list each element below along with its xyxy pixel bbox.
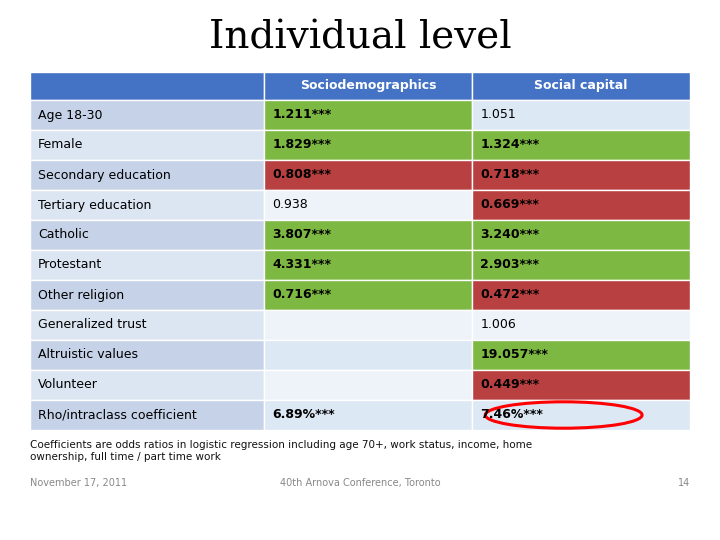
Bar [472,340,690,370]
Text: Other religion: Other religion [38,288,124,301]
Bar [264,220,472,250]
Text: Catholic: Catholic [38,228,89,241]
Bar [472,400,690,430]
Text: 0.669***: 0.669*** [480,199,539,212]
Bar [472,72,690,100]
Text: Social capital: Social capital [534,79,628,92]
Text: 19.057***: 19.057*** [480,348,548,361]
Text: 7.46%***: 7.46%*** [480,408,543,422]
Bar [30,310,264,340]
Text: Individual level: Individual level [209,19,511,57]
Bar [264,100,472,130]
Text: Female: Female [38,138,84,152]
Text: 2.903***: 2.903*** [480,259,539,272]
Bar [472,220,690,250]
Bar [472,310,690,340]
Bar [472,250,690,280]
Bar [30,190,264,220]
Text: Coefficients are odds ratios in logistic regression including age 70+, work stat: Coefficients are odds ratios in logistic… [30,440,532,462]
Bar [30,100,264,130]
Text: Tertiary education: Tertiary education [38,199,151,212]
Bar [30,250,264,280]
Bar [472,130,690,160]
Bar [30,160,264,190]
Bar [30,340,264,370]
Bar [472,160,690,190]
Bar [30,400,264,430]
Bar [472,100,690,130]
Bar [472,190,690,220]
Bar [264,340,472,370]
Text: 40th Arnova Conference, Toronto: 40th Arnova Conference, Toronto [279,478,441,488]
Text: Rho/intraclass coefficient: Rho/intraclass coefficient [38,408,197,422]
Bar [30,130,264,160]
Bar [30,370,264,400]
Text: 3.807***: 3.807*** [272,228,331,241]
Bar [30,280,264,310]
Bar [264,190,472,220]
Text: Altruistic values: Altruistic values [38,348,138,361]
Bar [30,72,264,100]
Text: 0.716***: 0.716*** [272,288,331,301]
Text: 0.808***: 0.808*** [272,168,331,181]
Bar [264,250,472,280]
Text: 0.472***: 0.472*** [480,288,539,301]
Text: 14: 14 [678,478,690,488]
Bar [264,130,472,160]
Bar [472,280,690,310]
Bar [264,72,472,100]
Text: Protestant: Protestant [38,259,102,272]
Bar [264,310,472,340]
Text: 0.718***: 0.718*** [480,168,539,181]
Text: Sociodemographics: Sociodemographics [300,79,436,92]
Text: 1.006: 1.006 [480,319,516,332]
Text: 0.449***: 0.449*** [480,379,539,392]
Text: Volunteer: Volunteer [38,379,98,392]
Bar [264,280,472,310]
Text: Generalized trust: Generalized trust [38,319,146,332]
Text: 1.051: 1.051 [480,109,516,122]
Text: Age 18-30: Age 18-30 [38,109,102,122]
Text: November 17, 2011: November 17, 2011 [30,478,127,488]
Text: 1.829***: 1.829*** [272,138,331,152]
Bar [264,400,472,430]
Text: 6.89%***: 6.89%*** [272,408,335,422]
Text: Secondary education: Secondary education [38,168,171,181]
Bar [472,370,690,400]
Bar [30,220,264,250]
Text: 0.938: 0.938 [272,199,308,212]
Text: 1.211***: 1.211*** [272,109,331,122]
Text: 4.331***: 4.331*** [272,259,331,272]
Bar [264,160,472,190]
Text: 3.240***: 3.240*** [480,228,539,241]
Bar [264,370,472,400]
Text: 1.324***: 1.324*** [480,138,539,152]
